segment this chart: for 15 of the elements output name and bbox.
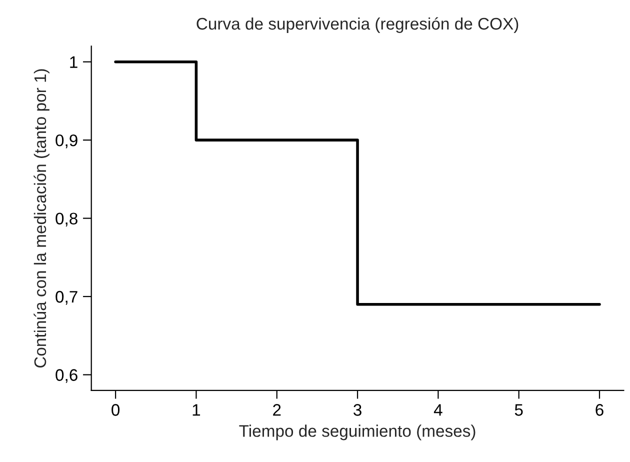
y-tick-label: 0,9 — [56, 134, 78, 148]
x-tick-label: 0 — [112, 404, 120, 416]
chart-title: Curva de supervivencia (regresión de COX) — [196, 17, 518, 33]
y-axis-title: Continúa con la medicación (tanto por 1) — [34, 69, 50, 368]
x-tick-label: 6 — [596, 404, 604, 416]
x-tick-label: 1 — [192, 404, 200, 416]
y-tick-label: 0,8 — [56, 212, 78, 226]
x-tick-label: 2 — [273, 404, 281, 416]
y-tick-label: 0,6 — [56, 369, 78, 383]
x-tick-label: 4 — [434, 404, 442, 416]
x-tick-label: 5 — [514, 404, 523, 416]
y-tick-label: 1 — [70, 56, 78, 68]
x-tick-label: 3 — [354, 404, 362, 416]
y-tick-label: 0,7 — [56, 290, 78, 305]
x-axis-title: Tiempo de seguimiento (meses) — [239, 424, 476, 440]
